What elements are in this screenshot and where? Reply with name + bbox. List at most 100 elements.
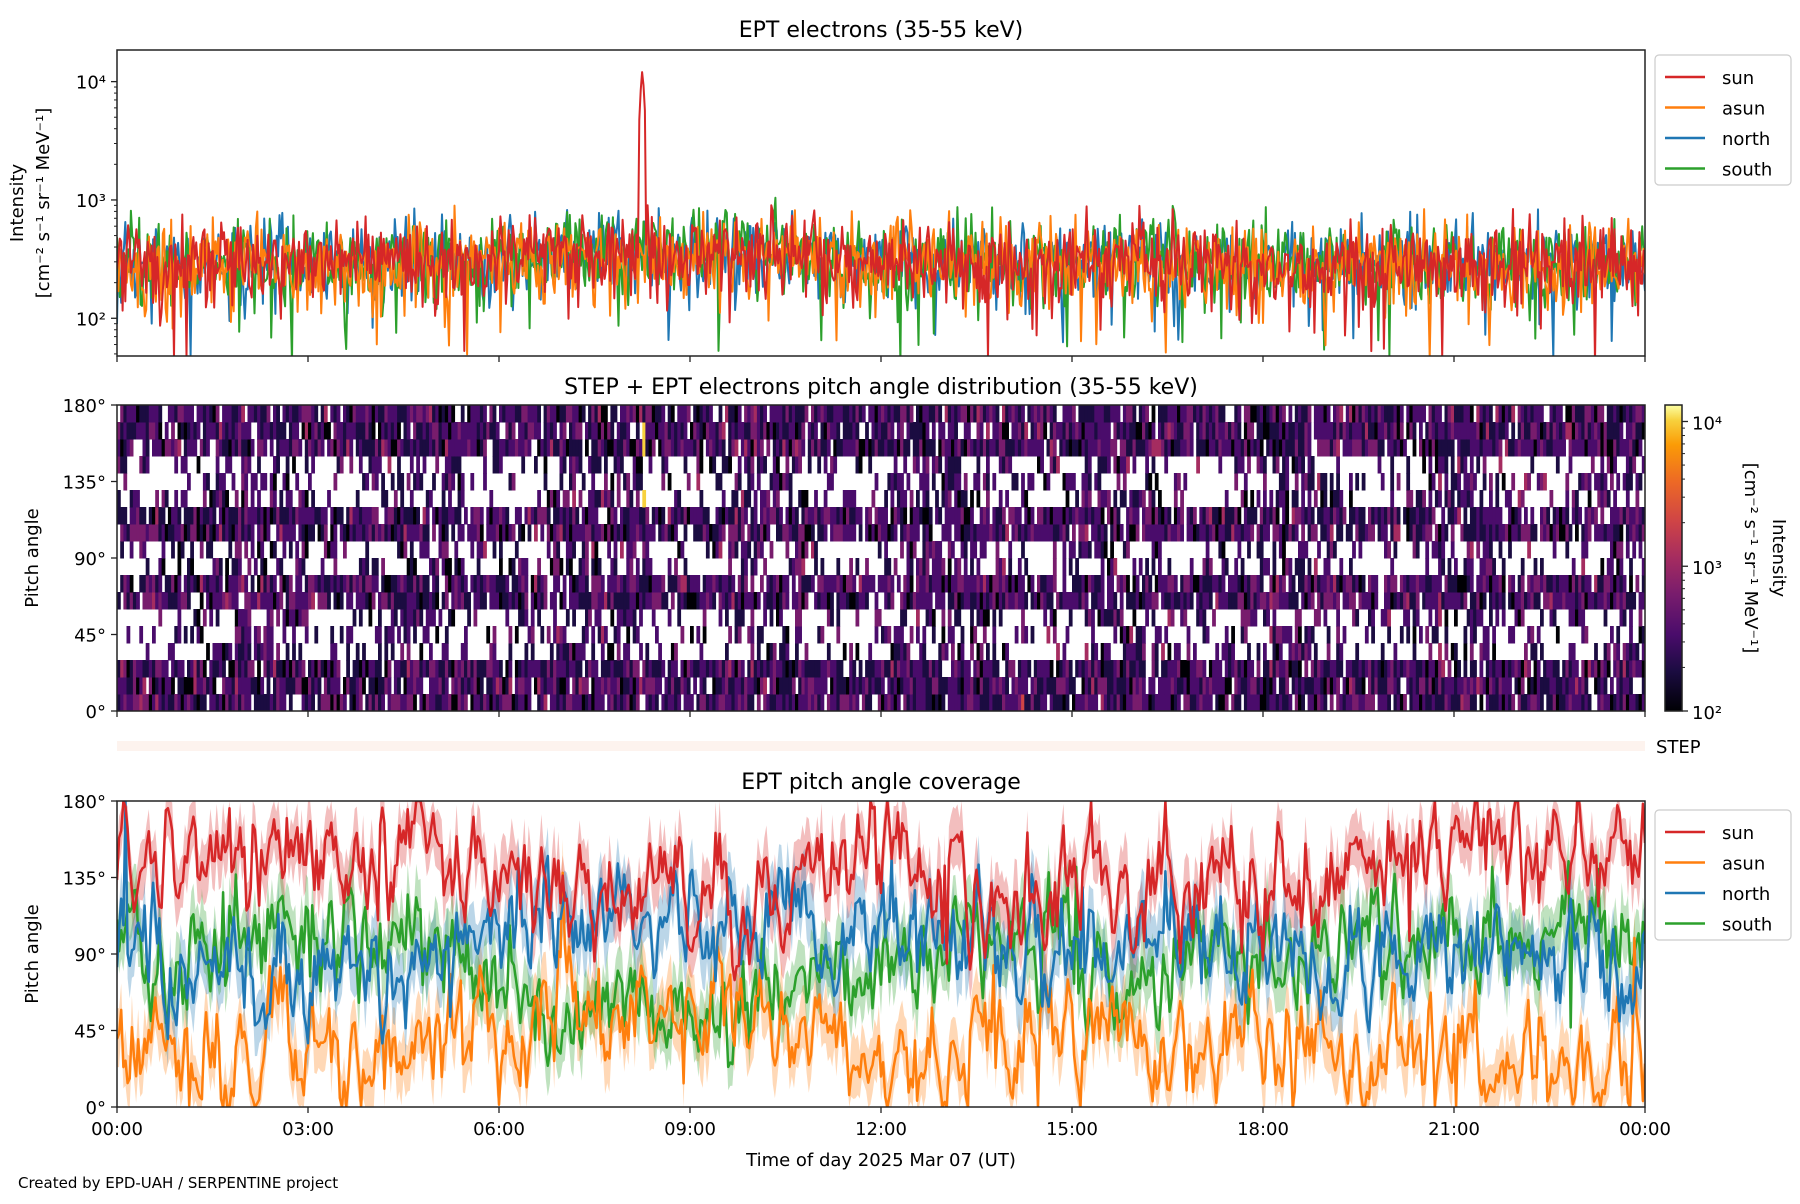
pad-cell (878, 609, 882, 627)
pad-cell (483, 405, 487, 423)
pad-cell (1339, 524, 1343, 542)
pad-cell (1336, 677, 1340, 695)
pad-cell (1142, 660, 1146, 678)
pad-cell (426, 541, 430, 559)
pad-cell (228, 643, 232, 661)
pad-cell (996, 405, 1000, 423)
pad-cell (744, 575, 748, 593)
pad-cell (1043, 422, 1047, 440)
pad-cell (1429, 456, 1433, 474)
pad-cell (314, 626, 318, 644)
pad-cell (926, 558, 930, 576)
pad-cell (432, 609, 436, 627)
pad-cell (171, 677, 175, 695)
pad-cell (1304, 541, 1308, 559)
pad-cell (244, 473, 248, 491)
pad-cell (1441, 660, 1445, 678)
pad-cell (178, 609, 182, 627)
pad-cell (1352, 592, 1356, 610)
pad-cell (569, 558, 573, 576)
pad-cell (1024, 558, 1028, 576)
pad-cell (391, 643, 395, 661)
pad-cell (1005, 490, 1009, 508)
pad-cell (1381, 473, 1385, 491)
pad-cell (884, 490, 888, 508)
pad-cell (1438, 643, 1442, 661)
pad-cell (674, 643, 678, 661)
pad-cell (384, 643, 388, 661)
pad-cell (1343, 626, 1347, 644)
pad-cell (556, 541, 560, 559)
pad-cell (1056, 456, 1060, 474)
pad-cell (298, 439, 302, 457)
pad-cell (926, 456, 930, 474)
pad-cell (1448, 660, 1452, 678)
pad-cell (213, 507, 217, 525)
pad-cell (184, 626, 188, 644)
pad-cell (1394, 541, 1398, 559)
pad-cell (213, 677, 217, 695)
pad-cell (1413, 626, 1417, 644)
pad-cell (1177, 473, 1181, 491)
pad-cell (397, 422, 401, 440)
pad-cell (703, 626, 707, 644)
pad-cell (127, 626, 131, 644)
pad-cell (1244, 626, 1248, 644)
pad-cell (547, 626, 551, 644)
pad-cell (289, 694, 293, 712)
pad-cell (295, 541, 299, 559)
pad-cell (1403, 694, 1407, 712)
pad-cell (378, 660, 382, 678)
pad-cell (735, 490, 739, 508)
pad-cell (448, 490, 452, 508)
pad-cell (591, 473, 595, 491)
pad-cell (1384, 524, 1388, 542)
pad-cell (763, 677, 767, 695)
pad-cell (130, 439, 134, 457)
pad-cell (1120, 524, 1124, 542)
pad-cell (276, 609, 280, 627)
pad-cell (1152, 558, 1156, 576)
pad-cell (1301, 558, 1305, 576)
pad-cell (681, 541, 685, 559)
pad-cell (684, 422, 688, 440)
pad-cell (957, 456, 961, 474)
pad-cell (1168, 643, 1172, 661)
pad-cell (257, 626, 261, 644)
pad-cell (824, 456, 828, 474)
pad-cell (572, 541, 576, 559)
pad-cell (493, 626, 497, 644)
pad-cell (1075, 490, 1079, 508)
pad-cell (279, 558, 283, 576)
pad-cell (480, 677, 484, 695)
pad-cell (1422, 405, 1426, 423)
pad-cell (735, 541, 739, 559)
pad-cell (203, 660, 207, 678)
pad-cell (751, 473, 755, 491)
pad-cell (1260, 575, 1264, 593)
pad-cell (435, 575, 439, 593)
pad-cell (786, 456, 790, 474)
pad-cell (1355, 473, 1359, 491)
pad-cell (1047, 626, 1051, 644)
pad-cell (859, 524, 863, 542)
pad-cell (334, 541, 338, 559)
pad-cell (805, 643, 809, 661)
pad-cell (553, 422, 557, 440)
pad-cell (932, 626, 936, 644)
pad-cell (270, 626, 274, 644)
pad-cell (712, 456, 716, 474)
pad-cell (1234, 558, 1238, 576)
pad-cell (197, 422, 201, 440)
pad-cell (1193, 643, 1197, 661)
pad-cell (805, 592, 809, 610)
pad-cell (1333, 541, 1337, 559)
pad-cell (505, 575, 509, 593)
pad-cell (1152, 405, 1156, 423)
pad-cell (887, 558, 891, 576)
pad-cell (1187, 626, 1191, 644)
pad-cell (1196, 456, 1200, 474)
pad-cell (184, 490, 188, 508)
pad-cell (1273, 558, 1277, 576)
pad-cell (852, 575, 856, 593)
